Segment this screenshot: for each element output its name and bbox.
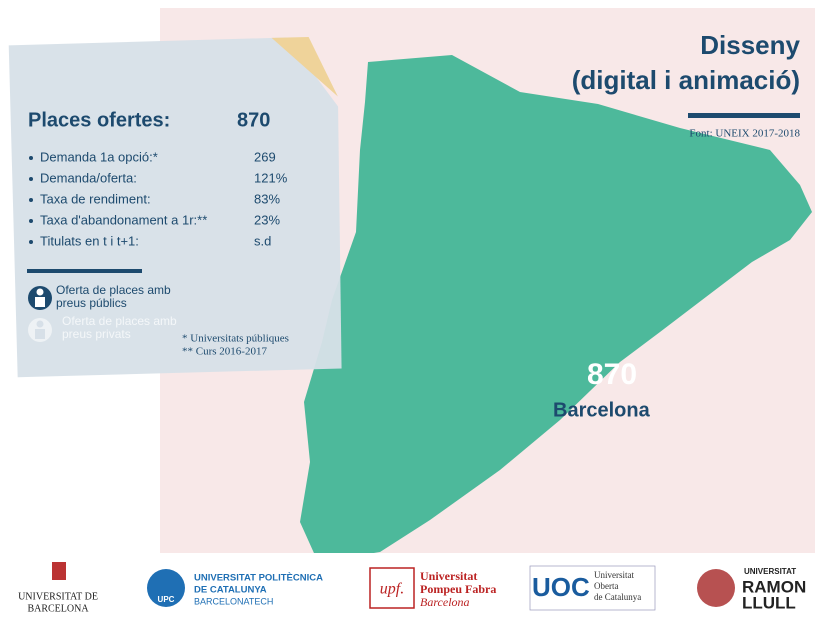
catalonia-map <box>300 55 812 562</box>
logo-upf: upf. Universitat Pompeu Fabra Barcelona <box>369 567 496 609</box>
stat-label: Taxa d'abandonament a 1r:** <box>40 212 207 227</box>
panel-rule <box>27 269 142 273</box>
map-value: 870 <box>587 358 637 391</box>
logo-text: UNIVERSITAT DE <box>18 591 98 602</box>
logo-text: BARCELONATECH <box>194 596 273 606</box>
bullet <box>29 156 33 160</box>
stat-value: 269 <box>254 149 276 164</box>
legend-icon-head <box>36 288 44 296</box>
legend-private: Oferta de places amb preus privats <box>28 314 177 342</box>
logo-circle <box>147 569 185 607</box>
logo-ub: UNIVERSITAT DE BARCELONA <box>18 562 98 614</box>
stat-label: Demanda 1a opció:* <box>40 149 158 164</box>
stat-label: Demanda/oferta: <box>40 170 137 185</box>
title-line: Disseny <box>700 30 800 60</box>
title-rule <box>688 113 800 118</box>
logo-text: Universitat <box>594 570 634 580</box>
stats-list: Demanda 1a opció:* 269 Demanda/oferta: 121%… <box>29 149 288 248</box>
logo-text: DE CATALUNYA <box>194 585 267 596</box>
logo-badge: UPC <box>158 595 175 604</box>
logo-tree <box>697 569 735 607</box>
note: ** Curs 2016-2017 <box>182 346 267 358</box>
logo-uoc: UOC Universitat Oberta de Catalunya <box>529 565 656 611</box>
logo-box <box>529 565 656 611</box>
legend-icon-body <box>35 329 45 339</box>
legend-text: preus públics <box>56 296 127 310</box>
source: Font: UNEIX 2017-2018 <box>689 128 800 140</box>
panel-total: 870 <box>237 109 270 131</box>
legend-text: Oferta de places amb <box>62 314 177 328</box>
legend-icon-body <box>35 297 45 307</box>
logo-badge: upf. <box>380 581 404 598</box>
stat-value: 83% <box>254 191 280 206</box>
stat-value: 23% <box>254 212 280 227</box>
stat-value: 121% <box>254 170 288 185</box>
logo-badge: UOC <box>532 572 590 602</box>
bullet <box>29 219 33 223</box>
logo-shield <box>52 562 66 580</box>
panel-fold <box>271 37 338 97</box>
bullet <box>29 240 33 244</box>
stat-label: Taxa de rendiment: <box>40 191 151 206</box>
legend-text: Oferta de places amb <box>56 283 171 297</box>
logo-text: LLULL <box>742 593 796 612</box>
logo-text: de Catalunya <box>594 592 641 602</box>
logo-url: UNIVERSITAT RAMON LLULL <box>697 567 806 612</box>
logo-text: Barcelona <box>420 595 470 609</box>
title-line: (digital i animació) <box>572 65 800 95</box>
stat-value: s.d <box>254 233 271 248</box>
logo-text: UNIVERSITAT POLITÈCNICA <box>194 573 323 584</box>
legend-icon-head <box>36 320 44 328</box>
logo-text: Pompeu Fabra <box>420 582 496 596</box>
logo-text: UNIVERSITAT <box>744 567 796 576</box>
panel-card <box>8 37 342 378</box>
bullet <box>29 198 33 202</box>
logo-text: Universitat <box>420 569 477 583</box>
legend-text: preus privats <box>62 327 131 341</box>
logo-upc: UPC UNIVERSITAT POLITÈCNICA DE CATALUNYA… <box>147 569 323 607</box>
legend-public: Oferta de places amb preus públics <box>28 283 171 310</box>
logo-box <box>369 567 415 609</box>
note: * Universitats públiques <box>182 333 289 345</box>
logo-text: BARCELONA <box>27 603 89 614</box>
bullet <box>29 177 33 181</box>
panel-heading: Places ofertes: <box>28 109 170 131</box>
stat-label: Titulats en t i t+1: <box>40 233 139 248</box>
map-city: Barcelona <box>553 399 651 421</box>
info-panel <box>8 37 342 378</box>
logo-text: RAMON <box>742 577 806 596</box>
logo-text: Oberta <box>594 581 619 591</box>
